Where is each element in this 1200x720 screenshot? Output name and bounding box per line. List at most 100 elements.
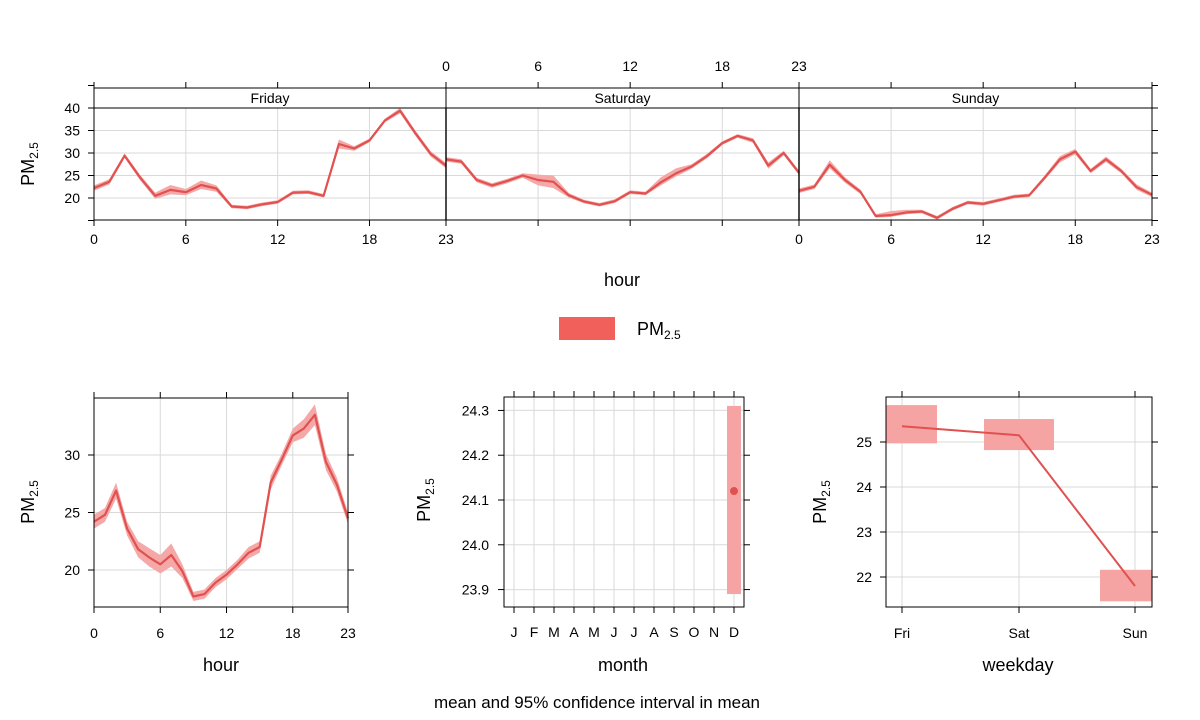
strip-sunday <box>798 87 1153 109</box>
top-x-tick-label: 0 <box>90 231 98 247</box>
month-x-tick-label: J <box>511 624 518 640</box>
month-confidence-interval <box>727 405 741 595</box>
month-x-tick-label: D <box>729 624 739 640</box>
top-x-tick-label: 23 <box>1144 231 1160 247</box>
month-x-tick-label: S <box>669 624 678 640</box>
top-x-tick-label: 12 <box>975 231 991 247</box>
strip-label-saturday: Saturday <box>594 90 650 106</box>
weekday-y-tick-label: 23 <box>856 524 872 540</box>
hour-grid <box>94 398 348 607</box>
top-x-tick-label: 18 <box>362 231 378 247</box>
top-x-tick-label: 6 <box>887 231 895 247</box>
hour-weekday-mean-lines <box>93 109 1153 219</box>
top-x-axis-title: hour <box>604 270 640 290</box>
weekday-line <box>901 425 1136 587</box>
weekday-x-tick-label: Fri <box>894 625 910 641</box>
month-mean-points <box>730 487 738 496</box>
weekday-chart: Fri Sat Sun 22 23 24 25 weekday PM2.5 <box>810 391 1158 675</box>
line-saturday <box>445 134 800 206</box>
hour-y-axis-title: PM2.5 <box>18 480 41 524</box>
hour-confidence-band <box>94 404 348 601</box>
month-x-tick-label: N <box>709 624 719 640</box>
line-friday <box>93 109 447 209</box>
top-x-tick-label-top: 0 <box>442 58 450 74</box>
month-interval-bar <box>727 405 741 595</box>
hour-ticks: 0 6 12 18 23 20 25 30 <box>64 392 356 641</box>
band-friday <box>94 108 446 210</box>
hour-x-axis-title: hour <box>203 655 239 675</box>
month-x-tick-label: J <box>611 624 618 640</box>
hour-weekday-confidence-bands <box>94 108 1152 220</box>
hour-mean-line <box>93 413 350 598</box>
top-x-tick-label: 12 <box>270 231 286 247</box>
month-x-tick-label: M <box>588 624 600 640</box>
month-chart: J F M A M J J A S O N D23.924.024.124.224.3 month P… <box>414 391 750 675</box>
month-y-tick-label: 24.2 <box>462 447 489 463</box>
top-x-tick-label: 6 <box>182 231 190 247</box>
hour-weekday-grid <box>94 107 1152 220</box>
hour-band <box>94 404 348 601</box>
month-plot-border <box>503 396 745 608</box>
top-y-tick-label: 30 <box>64 145 80 161</box>
weekday-y-tick-label: 24 <box>856 479 872 495</box>
top-x-tick-label: 0 <box>795 231 803 247</box>
top-x-tick-label: 18 <box>1067 231 1083 247</box>
month-y-tick-label: 24.1 <box>462 492 489 508</box>
month-x-tick-label: O <box>689 624 700 640</box>
strip-label-sunday: Sunday <box>952 90 999 106</box>
weekday-x-axis-title: weekday <box>981 655 1053 675</box>
hour-x-tick-label: 23 <box>340 625 356 641</box>
month-mean-point <box>730 487 738 496</box>
figure-caption: mean and 95% confidence interval in mean <box>434 693 760 712</box>
month-x-axis-title: month <box>598 655 648 675</box>
hour-x-tick-label: 18 <box>285 625 301 641</box>
month-x-tick-label: M <box>548 624 560 640</box>
weekday-ticks: Fri Sat Sun 22 23 24 25 <box>856 391 1158 641</box>
hour-by-weekday-chart: Friday Saturday Sunday 0 6 12 18 23 0 6 12 18 23 0 6 1… <box>18 58 1160 290</box>
month-y-tick-label: 24.3 <box>462 402 489 418</box>
hour-chart: 0 6 12 18 23 20 25 30 hour PM2.5 <box>18 392 356 675</box>
hour-weekday-ticks: 0 6 12 18 23 0 6 12 18 23 0 6 12 18 23 20 25 30 35 40 <box>64 58 1160 247</box>
top-y-tick-label: 20 <box>64 190 80 206</box>
top-x-tick-label-top: 23 <box>791 58 807 74</box>
weekday-x-tick-label: Sun <box>1123 625 1148 641</box>
month-x-tick-label: A <box>649 624 659 640</box>
hour-x-tick-label: 6 <box>156 625 164 641</box>
top-x-tick-label-top: 12 <box>622 58 638 74</box>
top-x-tick-label: 23 <box>438 231 454 247</box>
month-frame <box>503 396 745 608</box>
hour-y-tick-label: 30 <box>64 447 80 463</box>
weekday-y-axis-title: PM2.5 <box>810 480 833 524</box>
month-x-tick-label: A <box>569 624 579 640</box>
hour-line <box>93 413 350 598</box>
hour-y-tick-label: 25 <box>64 505 80 521</box>
hour-frame <box>93 397 349 608</box>
month-y-tick-label: 23.9 <box>462 582 489 598</box>
top-y-tick-label: 40 <box>64 100 80 116</box>
month-ticks: J F M A M J J A S O N D23.924.024.124.224.3 <box>462 391 750 640</box>
month-grid <box>504 397 744 607</box>
weekday-y-tick-label: 25 <box>856 434 872 450</box>
legend-swatch <box>559 317 615 340</box>
weekday-mean-line <box>901 425 1136 587</box>
legend: PM2.5 <box>559 317 681 342</box>
weekday-x-tick-label: Sat <box>1008 625 1029 641</box>
strip-label-friday: Friday <box>251 90 290 106</box>
month-x-tick-label: F <box>530 624 539 640</box>
top-x-tick-label-top: 6 <box>534 58 542 74</box>
hour-x-tick-label: 12 <box>219 625 235 641</box>
legend-label: PM2.5 <box>637 319 681 342</box>
weekday-strips: Friday Saturday Sunday <box>93 87 1153 109</box>
hour-x-tick-label: 0 <box>90 625 98 641</box>
month-y-axis-title: PM2.5 <box>414 478 437 522</box>
weekday-box-fri <box>886 405 937 444</box>
top-y-tick-label: 25 <box>64 168 80 184</box>
month-x-tick-label: J <box>631 624 638 640</box>
top-y-tick-label: 35 <box>64 123 80 139</box>
weekday-y-tick-label: 22 <box>856 569 872 585</box>
month-y-tick-label: 24.0 <box>462 537 489 553</box>
hour-plot-border <box>93 397 349 608</box>
top-y-axis-title: PM2.5 <box>18 142 41 186</box>
hour-y-tick-label: 20 <box>64 562 80 578</box>
